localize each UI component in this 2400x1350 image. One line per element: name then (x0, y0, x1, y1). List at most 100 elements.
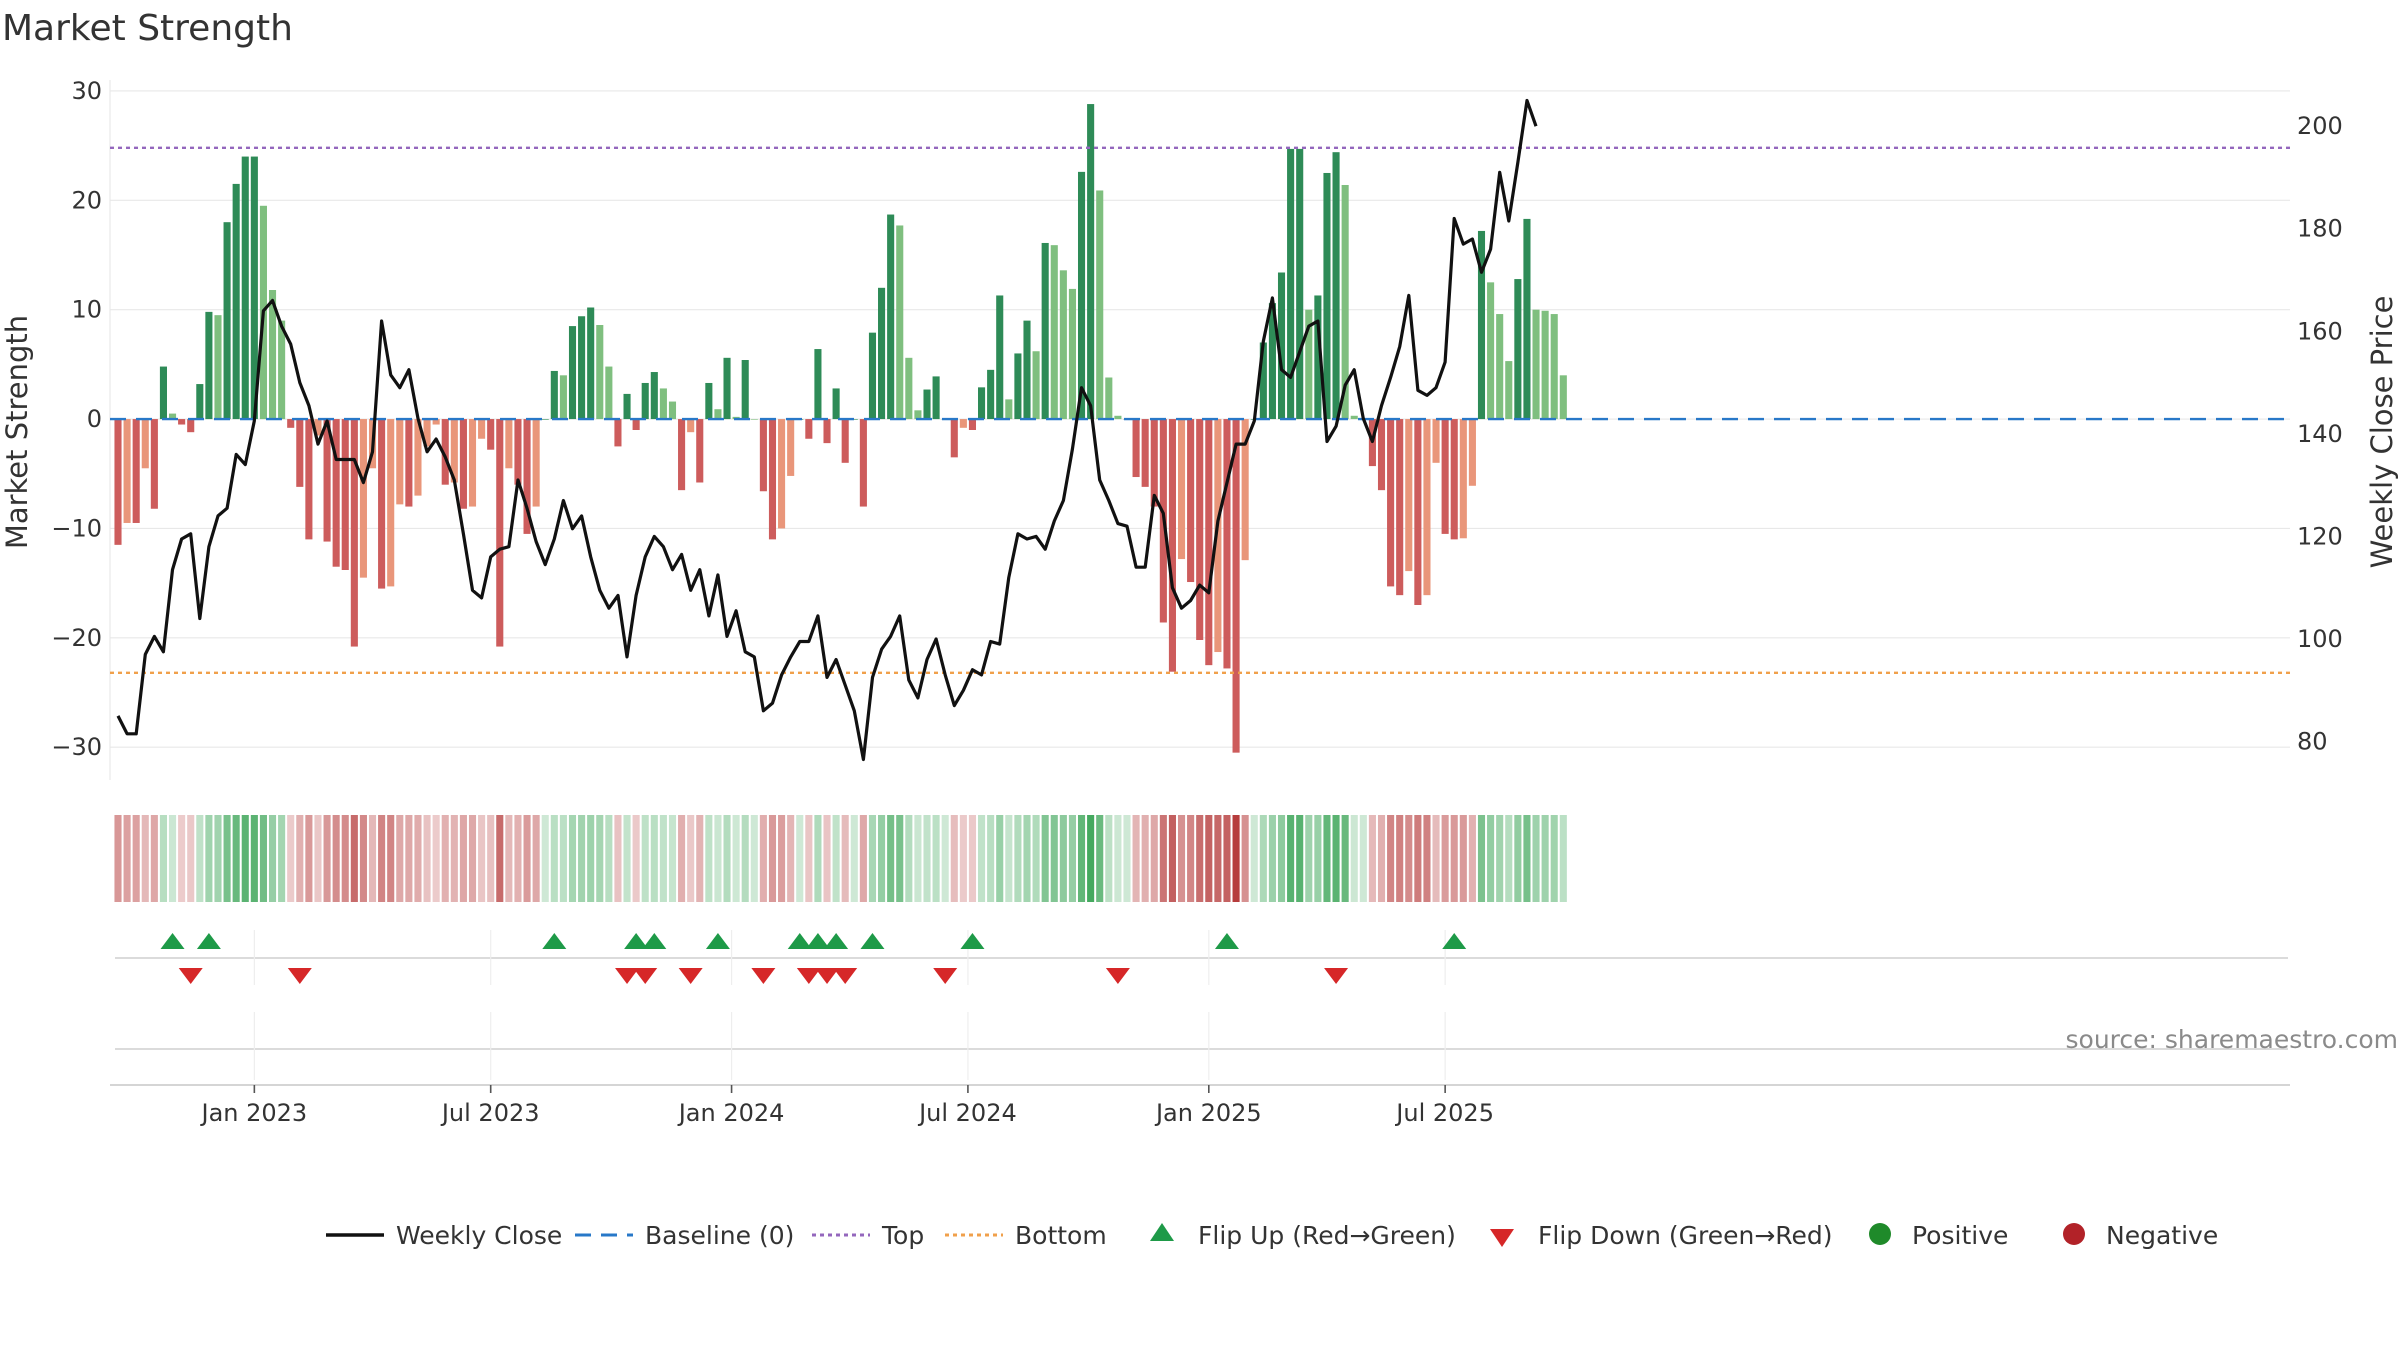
heat-cell (896, 815, 904, 902)
strength-bar (1559, 375, 1567, 420)
heat-cell (1450, 815, 1458, 902)
strength-bar (468, 419, 477, 507)
heat-cell (450, 815, 458, 902)
heat-cell (159, 815, 167, 902)
strength-bar (150, 419, 158, 509)
legend-swatch-triangle-up (1150, 1223, 1174, 1241)
heat-cell (214, 815, 222, 902)
strength-bar (423, 419, 431, 447)
legend-item: Positive (1869, 1221, 2008, 1250)
heat-cell (605, 815, 613, 902)
strength-bar (214, 315, 222, 420)
heat-cell (1514, 815, 1522, 902)
strength-bar (1523, 218, 1531, 420)
heat-cell (623, 815, 631, 902)
strength-bar (1468, 419, 1476, 486)
y-left-axis-label: Market Strength (0, 315, 34, 549)
strength-bar (1005, 399, 1013, 420)
strength-bar (305, 419, 313, 540)
heat-cell (559, 815, 567, 902)
strength-bar (523, 419, 531, 534)
heat-cell (187, 815, 195, 902)
heat-cell (1132, 815, 1140, 902)
heat-cell (1396, 815, 1404, 902)
heat-cell (1296, 815, 1304, 902)
strength-bar (405, 419, 413, 507)
strength-bar (559, 375, 567, 420)
heat-cell (296, 815, 304, 902)
y-left-tick-label: 10 (71, 296, 102, 324)
strength-bar (414, 419, 422, 496)
heat-cell (1150, 815, 1158, 902)
x-tick-label: Jan 2023 (199, 1099, 307, 1127)
heat-cell (668, 815, 677, 902)
heat-cell (168, 815, 177, 902)
heat-cell (423, 815, 431, 902)
heat-cell (223, 815, 231, 902)
heat-cell (796, 815, 804, 902)
strength-bar (123, 419, 131, 523)
strength-bar (1059, 270, 1067, 420)
heat-cell (1496, 815, 1504, 902)
strength-bar (514, 419, 522, 485)
heat-cell (823, 815, 831, 902)
heat-cell (178, 815, 186, 902)
strength-bar (596, 325, 604, 420)
heat-cell (568, 815, 577, 902)
x-tick-label: Jan 2025 (1154, 1099, 1262, 1127)
strength-bar (614, 419, 622, 447)
heat-cell (1323, 815, 1331, 902)
heat-cell (750, 815, 758, 902)
heat-cell (732, 815, 740, 902)
heat-cell (1477, 815, 1486, 902)
strength-bar (1068, 288, 1076, 420)
strength-bar (859, 419, 867, 507)
heat-cell (468, 815, 477, 902)
heat-cell (1432, 815, 1440, 902)
strength-bar (323, 419, 331, 542)
heat-cell (550, 815, 558, 902)
strength-bar (441, 419, 449, 485)
strength-bar (1332, 152, 1340, 420)
strength-bar (496, 419, 504, 647)
legend-label: Flip Up (Red→Green) (1198, 1221, 1456, 1250)
strength-bar (668, 401, 677, 420)
y-right-tick-label: 140 (2297, 420, 2343, 448)
strength-bar (1187, 419, 1195, 583)
heat-cell (1041, 815, 1049, 902)
heat-cell (641, 815, 649, 902)
heat-cell (923, 815, 931, 902)
heat-cell (1287, 815, 1295, 902)
strength-bar (1214, 419, 1222, 653)
heat-cell (1341, 815, 1349, 902)
strength-bar (1423, 419, 1431, 596)
legend-item: Baseline (0) (575, 1221, 794, 1250)
heat-cell (1141, 815, 1149, 902)
strength-bar (1050, 245, 1058, 420)
legend-label: Baseline (0) (645, 1221, 794, 1250)
heat-cell (705, 815, 713, 902)
strength-bar (696, 419, 704, 483)
y-right-tick-label: 120 (2297, 522, 2343, 550)
strength-bar (1450, 419, 1458, 540)
strength-bar (550, 370, 558, 420)
heat-cell (778, 815, 786, 902)
flip-down-marker (815, 968, 840, 984)
strength-bar (396, 419, 404, 505)
heat-cell (432, 815, 440, 902)
x-axis: Jan 2023 Jul 2023 Jan 2024 Jul 2024 Jan 2025… (110, 1084, 2290, 1127)
strength-bar (1014, 353, 1022, 420)
strength-bar (541, 419, 549, 420)
heat-cell (1232, 815, 1240, 902)
legend-label: Top (881, 1221, 924, 1250)
strength-bar (1550, 314, 1558, 420)
heat-cell (1114, 815, 1122, 902)
heat-cell (878, 815, 886, 902)
strength-bar (359, 419, 367, 578)
heat-cell (687, 815, 695, 902)
strength-bar (1168, 419, 1176, 672)
heat-cell (1505, 815, 1513, 902)
strength-bar (387, 419, 395, 587)
strength-bar (478, 419, 486, 439)
strength-bar (1150, 419, 1158, 507)
